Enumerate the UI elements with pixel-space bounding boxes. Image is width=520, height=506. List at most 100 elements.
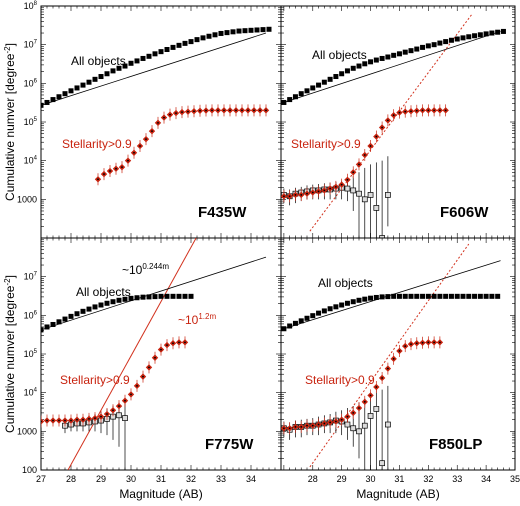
all-objects-point [298,91,304,97]
all-objects-point [68,88,74,94]
stellar-point [41,418,45,425]
all-objects-point [98,74,104,80]
all-objects-point [164,46,170,52]
stellar-point-center [404,110,407,113]
stellar-point-center [70,419,72,422]
stellar-point-center [115,167,117,170]
power-law-fit-line [309,14,473,232]
stellar-point-center [340,418,343,421]
all-objects-point [489,30,495,36]
all-objects-point [248,27,254,33]
stellar-point-center [392,114,395,117]
y-tick-label: 1000 [17,426,37,436]
all-objects-point [356,297,362,303]
all-objects-point [385,294,391,300]
all-objects-point [41,102,44,108]
subtracted-point [385,421,391,428]
all-objects-label: All objects [71,54,126,68]
subtracted-point [361,196,368,203]
stellar-point-center [288,195,291,198]
stellar-point-center [97,178,99,181]
stellar-point-center [163,116,165,119]
stellar-point-center [300,426,303,428]
stellar-point-center [241,109,243,112]
all-objects-point [56,319,62,325]
stellar-point-center [346,178,349,181]
all-objects-point [316,82,322,88]
all-objects-point [50,321,56,327]
stellar-point-center [166,344,168,346]
all-objects-point [80,308,86,314]
all-objects-point [128,295,134,301]
all-objects-point [396,51,402,57]
all-objects-point [242,28,248,34]
all-objects-point [152,294,158,300]
all-objects-point [140,294,146,300]
all-objects-point [254,27,260,33]
stellar-point-center [193,110,195,113]
y-tick-label: 105 [24,117,38,127]
stellar-point-center [118,405,120,407]
all-objects-point [431,42,437,48]
all-objects-point [327,306,333,312]
panel-f435w: 1000 104 105 106 107 108 All objects Stellarity… [17,1,282,239]
stellar-point-center [375,135,378,138]
all-objects-point [304,88,310,94]
x-tick-label: 32 [423,474,433,484]
all-objects-point [56,94,62,100]
all-objects-point [287,97,293,103]
x-tick-label: 33 [452,474,462,484]
stellar-point-center [427,109,430,112]
all-objects-point [298,318,304,324]
all-objects-point [356,63,362,69]
stellar-point-center [421,341,424,344]
all-objects-point [333,74,339,80]
stellar-point-center [369,394,372,397]
stellar-point-center [438,341,441,344]
stellar-point-center [398,111,401,114]
x-tick-label: 34 [246,474,256,484]
all-objects-point [385,54,391,60]
subtracted-point [379,460,385,467]
all-objects-point [74,85,80,91]
stellar-point-center [433,341,436,344]
plot-area [41,26,272,186]
all-objects-point [68,313,74,319]
stellar-point-center [52,419,54,422]
all-objects-point [146,53,152,59]
all-objects-point [437,293,443,299]
all-objects-point [420,293,426,299]
x-tick-label: 30 [366,474,376,484]
all-objects-point [188,39,194,45]
stellar-point-center [381,126,384,129]
subtracted-point [367,192,374,198]
stellar-point-center [145,138,147,141]
plot-area [281,243,501,470]
stellar-point-center [346,415,349,418]
all-objects-point [321,79,327,85]
stellar-point-center [415,109,418,112]
all-objects-point [110,299,116,305]
all-objects-label: All objects [76,285,131,299]
filter-label: F606W [440,204,489,221]
all-objects-point [182,40,188,46]
y-tick-label: 100 [22,465,37,475]
y-tick-label: 1000 [17,194,37,204]
x-axis-label-left: Magnitude (AB) [119,487,202,501]
stellar-point-center [46,419,48,422]
all-objects-point [236,28,242,34]
all-objects-point [170,44,176,50]
all-objects-point [292,320,298,326]
stellar-point-center [211,109,213,112]
all-objects-point [200,35,206,41]
filter-label: F850LP [429,436,482,453]
x-tick-label: 34 [481,474,491,484]
x-tick-label: 28 [308,474,318,484]
y-tick-label: 106 [24,310,38,320]
stellar-point-center [415,342,418,345]
all-objects-point [454,293,460,299]
x-tick-label: 31 [394,474,404,484]
filter-label: F775W [205,436,254,453]
all-objects-point [339,71,345,77]
